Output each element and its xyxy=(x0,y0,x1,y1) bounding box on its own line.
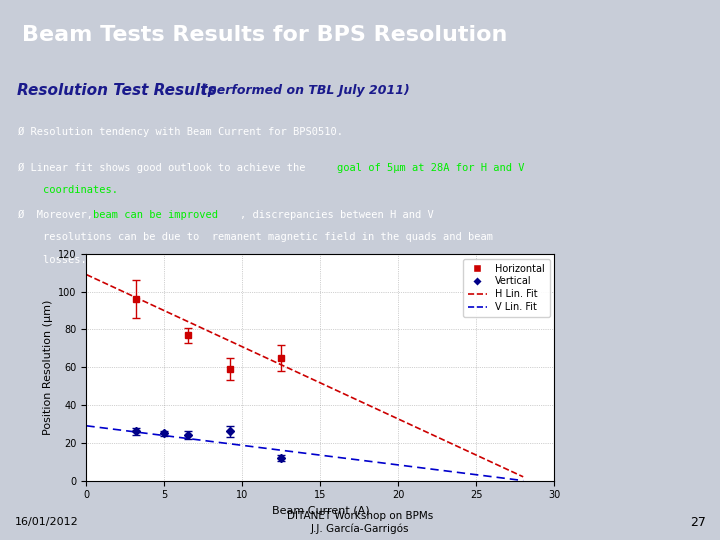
Y-axis label: Position Resolution (μm): Position Resolution (μm) xyxy=(42,300,53,435)
Text: Ø Resolution tendency with Beam Current for BPS0510.: Ø Resolution tendency with Beam Current … xyxy=(18,127,343,138)
X-axis label: Beam Current (A): Beam Current (A) xyxy=(271,506,369,516)
Legend: Horizontal, Vertical, H Lin. Fit, V Lin. Fit: Horizontal, Vertical, H Lin. Fit, V Lin.… xyxy=(463,259,549,317)
Text: Resolution Test Results: Resolution Test Results xyxy=(17,83,227,98)
Text: beam can be improved: beam can be improved xyxy=(93,210,218,220)
Text: Ø Linear fit shows good outlook to achieve the: Ø Linear fit shows good outlook to achie… xyxy=(18,163,312,173)
Text: goal of 5μm at 28A for H and V: goal of 5μm at 28A for H and V xyxy=(337,163,525,173)
Text: losses. → Test will be repeated for TBL maximum nominal beam current 28A.: losses. → Test will be repeated for TBL … xyxy=(18,255,500,265)
Text: coordinates.: coordinates. xyxy=(18,185,118,195)
Text: 27: 27 xyxy=(690,516,706,529)
Text: 16/01/2012: 16/01/2012 xyxy=(14,517,78,528)
Text: resolutions can be due to  remanent magnetic field in the quads and beam: resolutions can be due to remanent magne… xyxy=(18,232,493,242)
Text: DITANET Workshop on BPMs
J.J. García-Garrigós: DITANET Workshop on BPMs J.J. García-Gar… xyxy=(287,511,433,534)
Text: , discrepancies between H and V: , discrepancies between H and V xyxy=(240,210,433,220)
Text: (performed on TBL July 2011): (performed on TBL July 2011) xyxy=(202,84,410,97)
Text: Beam Tests Results for BPS Resolution: Beam Tests Results for BPS Resolution xyxy=(22,25,507,45)
Text: Ø  Moreover,: Ø Moreover, xyxy=(18,210,99,220)
